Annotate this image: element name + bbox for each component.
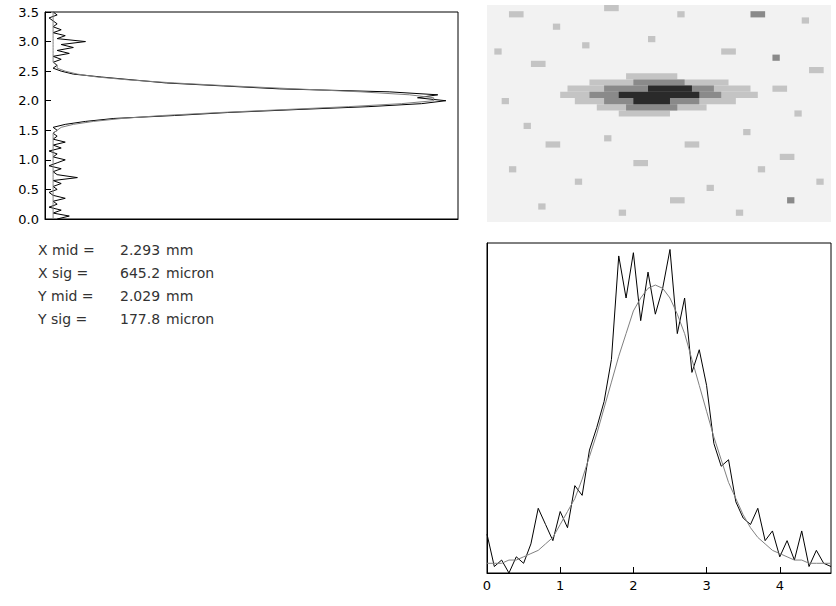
svg-text:0.5: 0.5 [18,182,39,197]
svg-text:0.0: 0.0 [18,212,39,227]
html-text:645.2 micron: 645.2 micron [120,264,215,281]
svg-text:2.5: 2.5 [18,64,39,79]
svg-text:3: 3 [702,578,710,593]
html-text:2.029 mm: 2.029 mm [120,287,194,304]
svg-text:1.0: 1.0 [18,152,39,167]
html-text:177.8 micron: 177.8 micron [120,310,215,327]
html-text:Y mid =: Y mid = [38,287,94,304]
svg-text:1: 1 [556,578,564,593]
html-text:Y sig =: Y sig = [38,310,88,327]
html-text:2.293 mm: 2.293 mm [120,241,194,258]
svg-text:3.0: 3.0 [18,34,39,49]
svg-text:3.5: 3.5 [18,5,39,20]
svg-text:4: 4 [776,578,784,593]
html-text:X mid =: X mid = [38,241,95,258]
html-text:X sig =: X sig = [38,264,89,281]
svg-text:2.0: 2.0 [18,93,39,108]
svg-text:2: 2 [629,578,637,593]
svg-text:0: 0 [483,578,491,593]
svg-text:1.5: 1.5 [18,123,39,138]
